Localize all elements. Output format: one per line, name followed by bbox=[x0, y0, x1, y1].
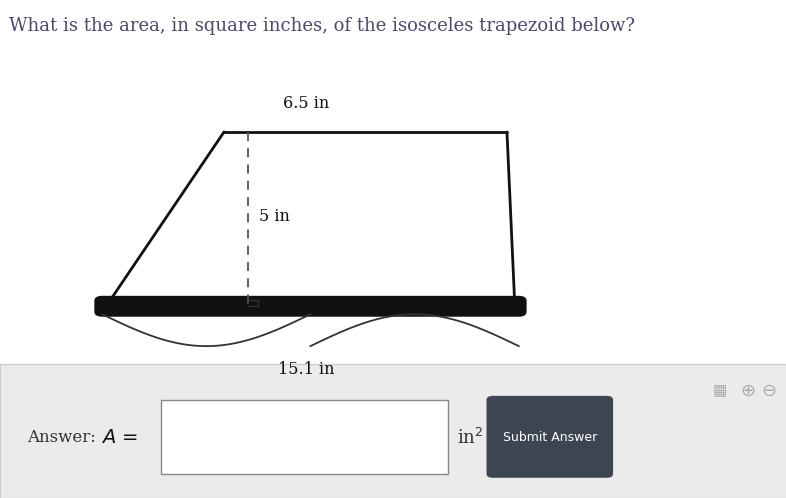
Text: ⊕: ⊕ bbox=[740, 381, 755, 399]
FancyBboxPatch shape bbox=[161, 400, 448, 474]
Text: in$^{2}$: in$^{2}$ bbox=[457, 427, 483, 448]
Text: 5 in: 5 in bbox=[259, 208, 290, 225]
Text: 15.1 in: 15.1 in bbox=[278, 361, 335, 378]
Text: $\mathit{A}$ =: $\mathit{A}$ = bbox=[101, 428, 138, 447]
Text: Answer:: Answer: bbox=[28, 429, 97, 446]
FancyBboxPatch shape bbox=[94, 296, 527, 317]
Text: ⊖: ⊖ bbox=[761, 381, 777, 399]
FancyBboxPatch shape bbox=[0, 364, 786, 498]
Text: ▦: ▦ bbox=[713, 383, 727, 398]
Text: What is the area, in square inches, of the isosceles trapezoid below?: What is the area, in square inches, of t… bbox=[9, 17, 635, 35]
FancyBboxPatch shape bbox=[487, 396, 613, 478]
Text: 6.5 in: 6.5 in bbox=[284, 95, 329, 112]
Text: Submit Answer: Submit Answer bbox=[503, 431, 597, 444]
